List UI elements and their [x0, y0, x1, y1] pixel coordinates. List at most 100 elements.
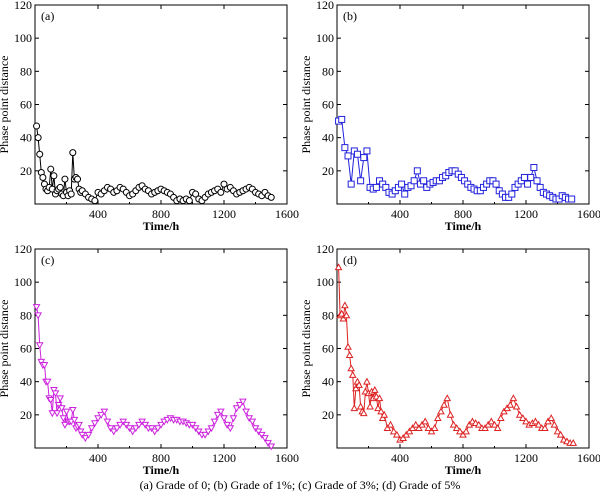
- data-point: [519, 414, 527, 422]
- data-point: [443, 394, 452, 402]
- data-point: [201, 431, 209, 439]
- data-point: [131, 425, 140, 433]
- data-point: [223, 421, 231, 429]
- data-point: [433, 414, 442, 422]
- data-point: [550, 420, 559, 428]
- data-point: [53, 410, 61, 418]
- data-point: [157, 421, 165, 429]
- y-tick-label: 40: [322, 131, 334, 145]
- data-point: [242, 408, 250, 416]
- data-point: [449, 420, 458, 428]
- data-point: [370, 385, 379, 393]
- data-point: [544, 417, 552, 425]
- data-point: [356, 402, 365, 410]
- data-point: [341, 144, 349, 152]
- x-axis-label: Time/h: [445, 219, 482, 233]
- data-point: [220, 180, 228, 188]
- data-point: [415, 424, 423, 431]
- y-tick-label: 40: [322, 375, 334, 389]
- data-point: [78, 431, 87, 439]
- data-point: [427, 427, 436, 435]
- data-point: [68, 406, 77, 414]
- data-point: [347, 180, 355, 188]
- data-point: [207, 425, 216, 433]
- data-point: [257, 431, 266, 439]
- x-tick-label: 400: [391, 451, 409, 465]
- y-tick-label: 40: [20, 131, 32, 145]
- data-point: [411, 420, 420, 428]
- data-point: [530, 164, 538, 172]
- data-point: [43, 378, 52, 386]
- data-point: [512, 402, 521, 410]
- data-point: [465, 420, 474, 428]
- data-point: [213, 411, 222, 419]
- data-point: [374, 404, 382, 412]
- data-point: [138, 418, 146, 426]
- data-point: [402, 430, 411, 438]
- data-point: [56, 395, 65, 403]
- data-point: [413, 167, 421, 175]
- data-point: [420, 177, 428, 185]
- y-tick-label: 80: [20, 64, 32, 78]
- data-point: [62, 408, 71, 416]
- data-point: [235, 401, 244, 409]
- panel-label: (c): [41, 253, 54, 267]
- data-point: [515, 410, 524, 418]
- data-point: [509, 394, 518, 402]
- data-point: [34, 312, 42, 320]
- data-point: [267, 443, 276, 451]
- y-tick-label: 80: [20, 308, 32, 322]
- data-point: [342, 311, 351, 319]
- data-point: [210, 418, 219, 426]
- y-tick-label: 40: [20, 375, 32, 389]
- y-axis-label: Phase point distance: [299, 56, 313, 154]
- data-point: [251, 425, 260, 433]
- y-tick-label: 100: [316, 275, 334, 289]
- data-point: [556, 430, 565, 438]
- x-tick-label: 1600: [275, 451, 299, 465]
- y-axis-label: Phase point distance: [299, 300, 313, 398]
- chart-panel-3: 20 40 60 80 100 120 400 800 1200 1600 Time/h Phase …: [0, 242, 299, 477]
- data-point: [363, 147, 371, 155]
- data-point: [500, 407, 508, 415]
- data-point: [401, 190, 409, 198]
- data-point: [348, 371, 357, 378]
- data-point: [378, 414, 387, 422]
- data-point: [568, 195, 576, 203]
- x-tick-label: 800: [454, 451, 472, 465]
- data-point: [531, 417, 540, 425]
- data-point: [372, 183, 380, 191]
- data-point: [128, 428, 137, 436]
- y-tick-label: 60: [322, 342, 334, 356]
- data-point: [398, 180, 406, 188]
- chart-panel-4: 20 40 60 80 100 120 400 800 1200 1600 Time/h Phase …: [299, 242, 600, 477]
- panel-label: (b): [343, 9, 357, 23]
- data-point: [100, 408, 109, 416]
- data-point: [91, 197, 99, 205]
- data-point: [39, 173, 47, 181]
- data-point: [74, 175, 82, 183]
- data-point: [474, 420, 483, 428]
- data-point: [261, 435, 269, 443]
- y-tick-label: 60: [322, 98, 334, 112]
- data-point: [380, 410, 389, 418]
- data-point: [59, 415, 68, 423]
- data-point: [150, 428, 159, 436]
- x-tick-label: 400: [89, 451, 107, 465]
- data-point: [220, 415, 228, 423]
- data-point: [50, 172, 58, 180]
- y-tick-label: 60: [20, 98, 32, 112]
- data-point: [359, 409, 368, 417]
- data-point: [106, 425, 115, 433]
- series-line: [338, 267, 574, 444]
- y-tick-label: 80: [322, 64, 334, 78]
- data-point: [344, 152, 352, 160]
- data-point: [405, 427, 414, 435]
- data-point: [103, 418, 112, 426]
- data-point: [97, 411, 105, 419]
- data-point: [503, 404, 511, 412]
- data-point: [122, 421, 131, 429]
- data-point: [347, 364, 356, 372]
- data-point: [70, 416, 79, 424]
